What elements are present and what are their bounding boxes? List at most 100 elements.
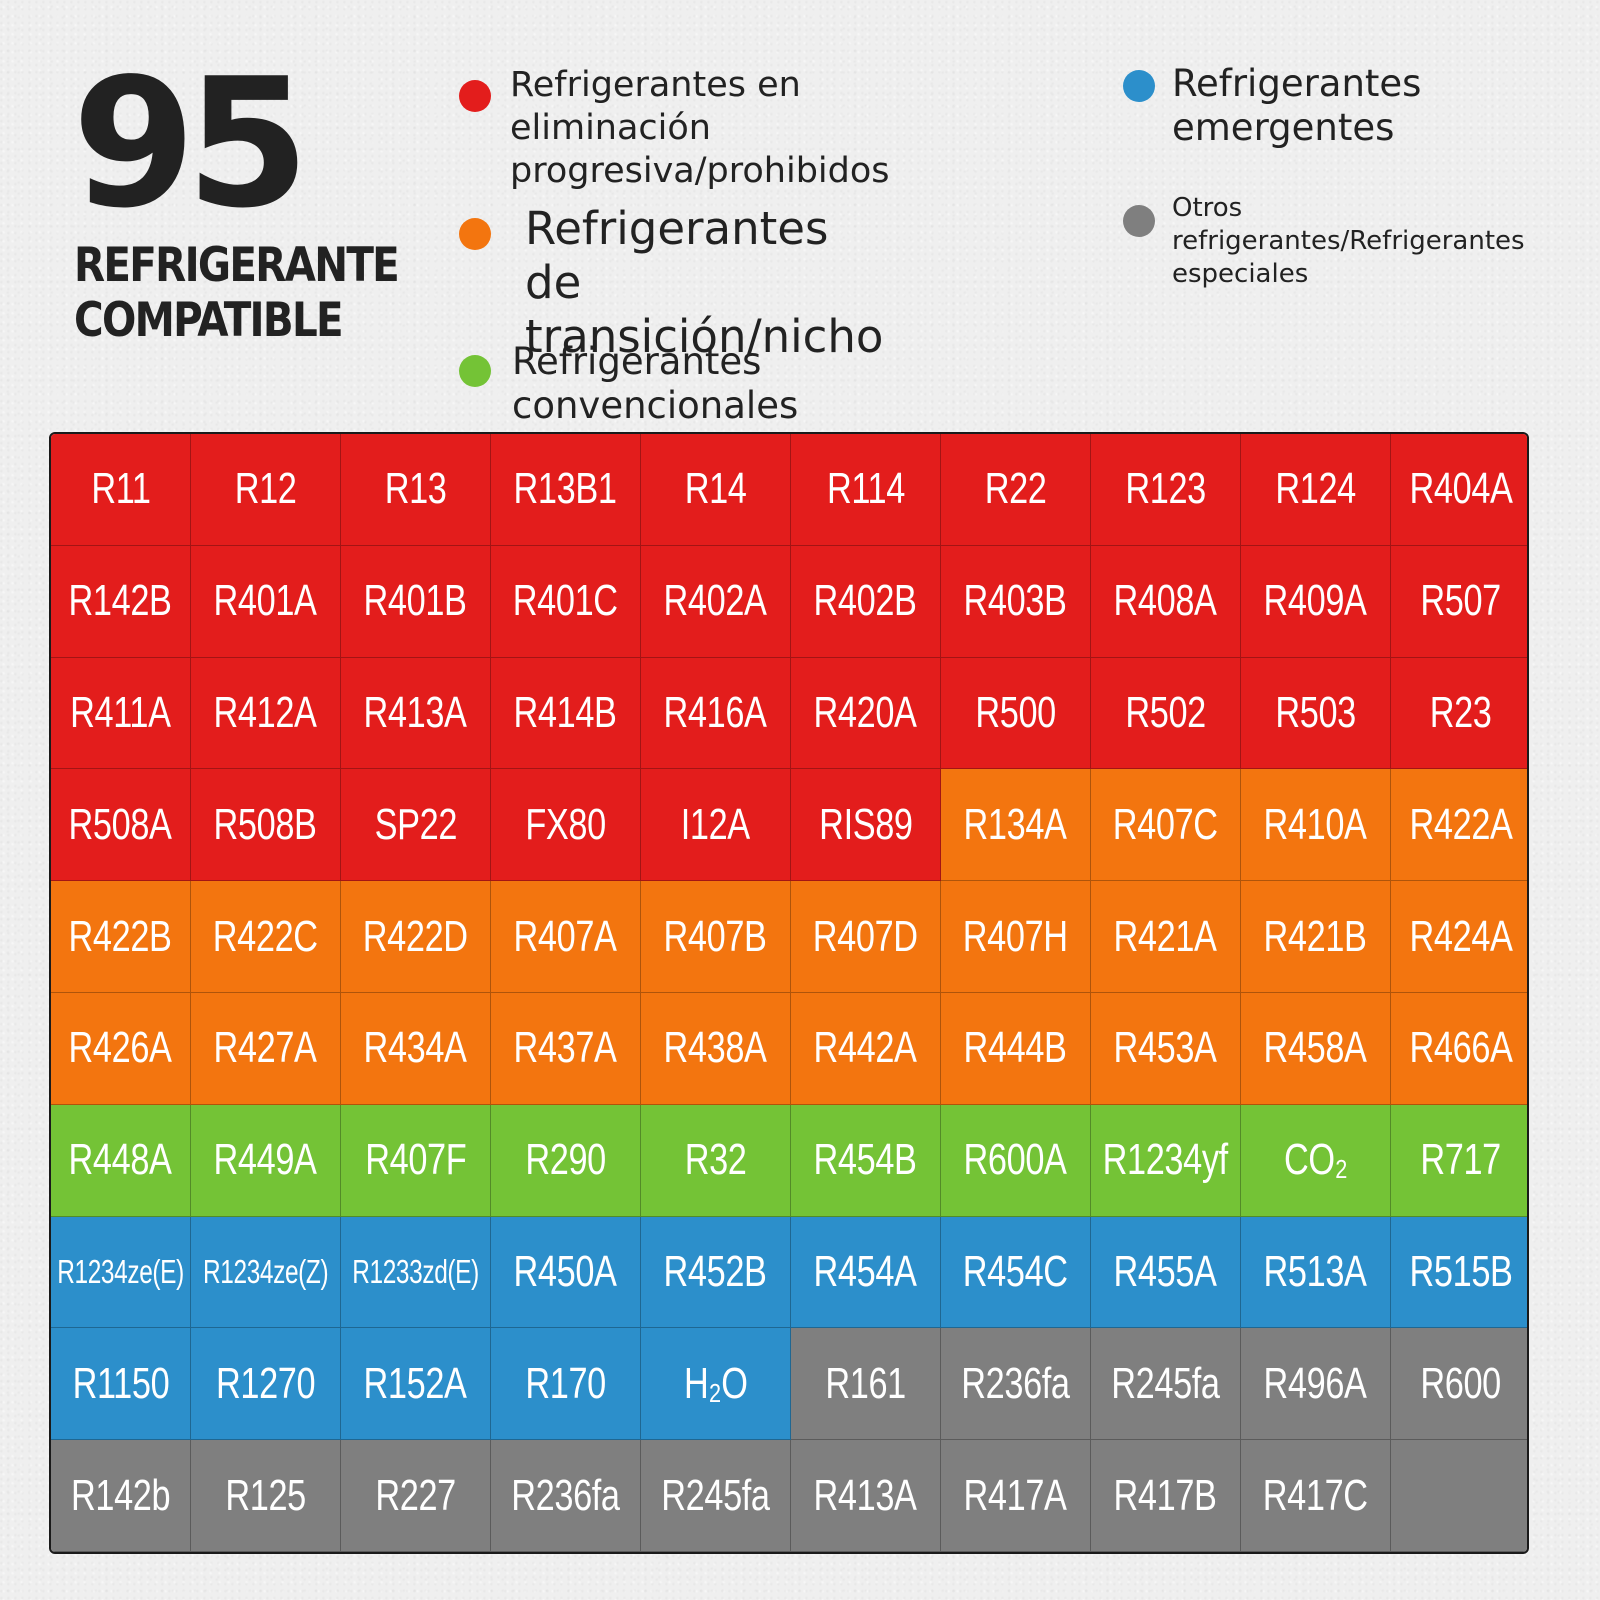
refrigerant-label: R426A (68, 1023, 172, 1073)
gray-dot-icon (1123, 205, 1155, 237)
refrigerant-cell: R417A (941, 1440, 1091, 1552)
refrigerant-cell: R503 (1241, 657, 1391, 770)
refrigerant-label: R414B (513, 687, 617, 737)
refrigerant-cell: R407C (1091, 769, 1241, 882)
refrigerant-cell: R466A (1391, 993, 1527, 1105)
refrigerant-cell: R422B (51, 881, 191, 993)
refrigerant-cell: R1150 (51, 1328, 191, 1441)
refrigerant-label: R420A (813, 687, 917, 737)
refrigerant-cell: R426A (51, 993, 191, 1105)
refrigerant-cell: R407A (491, 881, 641, 993)
refrigerant-cell: R236fa (491, 1440, 641, 1552)
refrigerant-cell: R13B1 (491, 434, 641, 546)
refrigerant-label: R717 (1420, 1135, 1502, 1185)
refrigerant-cell: R424A (1391, 881, 1527, 993)
refrigerant-cell: R448A (51, 1104, 191, 1217)
refrigerant-cell: R442A (791, 993, 941, 1105)
refrigerant-cell: R407B (641, 881, 791, 993)
refrigerant-label: R13 (384, 464, 447, 514)
refrigerant-label: R600A (963, 1135, 1067, 1185)
refrigerant-cell: I12A (641, 769, 791, 882)
refrigerant-label: R161 (825, 1358, 906, 1408)
refrigerant-cell: R407D (791, 881, 941, 993)
refrigerant-cell: R513A (1241, 1216, 1391, 1329)
refrigerant-label: R448A (68, 1135, 172, 1185)
refrigerant-label: R407A (513, 911, 617, 961)
refrigerant-cell: R408A (1091, 545, 1241, 658)
refrigerant-cell: R438A (641, 993, 791, 1105)
refrigerant-label: R427A (213, 1023, 317, 1073)
refrigerant-cell: SP22 (341, 769, 491, 882)
refrigerant-cell: R12 (191, 434, 341, 546)
refrigerant-cell: R427A (191, 993, 341, 1105)
refrigerant-cell: R515B (1391, 1216, 1527, 1329)
refrigerant-cell: R455A (1091, 1216, 1241, 1329)
refrigerant-label: R142B (68, 576, 172, 626)
refrigerant-label: R500 (975, 687, 1056, 737)
refrigerant-label: R142b (70, 1470, 171, 1520)
refrigerant-cell: R421A (1091, 881, 1241, 993)
refrigerant-label: R454A (813, 1246, 917, 1296)
refrigerant-label: R1233zd(E) (352, 1252, 479, 1290)
refrigerant-label: R170 (525, 1358, 606, 1408)
refrigerant-cell: R409A (1241, 545, 1391, 658)
refrigerant-label: R417B (1113, 1470, 1217, 1520)
refrigerant-cell: R450A (491, 1216, 641, 1329)
blue-dot-icon (1123, 70, 1155, 102)
refrigerant-label: H₂O (683, 1358, 748, 1408)
refrigerant-cell: R412A (191, 657, 341, 770)
refrigerant-cell: R411A (51, 657, 191, 770)
refrigerant-label: R23 (1430, 687, 1492, 737)
refrigerant-cell: R245fa (1091, 1328, 1241, 1441)
refrigerant-label: R407H (963, 911, 1068, 961)
refrigerant-cell: R401B (341, 545, 491, 658)
refrigerant-label: R417C (1263, 1470, 1368, 1520)
refrigerant-label: R1270 (215, 1358, 316, 1408)
refrigerant-cell: R421B (1241, 881, 1391, 993)
refrigerant-label: R407C (1113, 799, 1218, 849)
refrigerant-label: R32 (684, 1135, 747, 1185)
refrigerant-cell: R14 (641, 434, 791, 546)
refrigerant-label: R466A (1409, 1023, 1513, 1073)
refrigerant-label: RIS89 (818, 799, 913, 849)
refrigerant-cell: R407H (941, 881, 1091, 993)
refrigerant-cell: R124 (1241, 434, 1391, 546)
refrigerant-cell: R502 (1091, 657, 1241, 770)
refrigerant-label: R453A (1113, 1023, 1217, 1073)
refrigerant-label: R454B (813, 1135, 917, 1185)
compatible-title: REFRIGERANTE COMPATIBLE (74, 238, 400, 348)
refrigerant-cell: R1234yf (1091, 1104, 1241, 1217)
refrigerant-cell: R404A (1391, 434, 1527, 546)
refrigerant-label: R422C (213, 911, 318, 961)
refrigerant-cell: R23 (1391, 657, 1527, 770)
refrigerant-cell (1391, 1440, 1527, 1552)
refrigerant-label: R442A (813, 1023, 917, 1073)
refrigerant-label: R134A (963, 799, 1067, 849)
refrigerant-label: R444B (963, 1023, 1067, 1073)
refrigerant-cell: R32 (641, 1104, 791, 1217)
refrigerant-label: R496A (1263, 1358, 1367, 1408)
refrigerant-cell: FX80 (491, 769, 641, 882)
refrigerant-cell: R170 (491, 1328, 641, 1441)
refrigerant-cell: R13 (341, 434, 491, 546)
refrigerant-label: R449A (213, 1135, 317, 1185)
refrigerant-label: R401C (513, 576, 618, 626)
refrigerant-cell: R496A (1241, 1328, 1391, 1441)
refrigerant-cell: R403B (941, 545, 1091, 658)
refrigerant-label: R416A (663, 687, 767, 737)
refrigerant-cell: R290 (491, 1104, 641, 1217)
refrigerant-label: R410A (1263, 799, 1367, 849)
refrigerant-cell: R236fa (941, 1328, 1091, 1441)
refrigerant-label: R402B (813, 576, 917, 626)
refrigerant-label: R408A (1113, 576, 1217, 626)
refrigerant-cell: R1234ze(Z) (191, 1216, 341, 1329)
refrigerant-cell: R245fa (641, 1440, 791, 1552)
refrigerant-label: FX80 (525, 799, 606, 849)
refrigerant-label: R452B (663, 1246, 767, 1296)
refrigerant-cell: R500 (941, 657, 1091, 770)
refrigerant-label: R455A (1113, 1246, 1217, 1296)
refrigerant-cell: R114 (791, 434, 941, 546)
refrigerant-label: I12A (680, 799, 751, 849)
refrigerant-label: R401A (213, 576, 317, 626)
refrigerant-cell: R414B (491, 657, 641, 770)
